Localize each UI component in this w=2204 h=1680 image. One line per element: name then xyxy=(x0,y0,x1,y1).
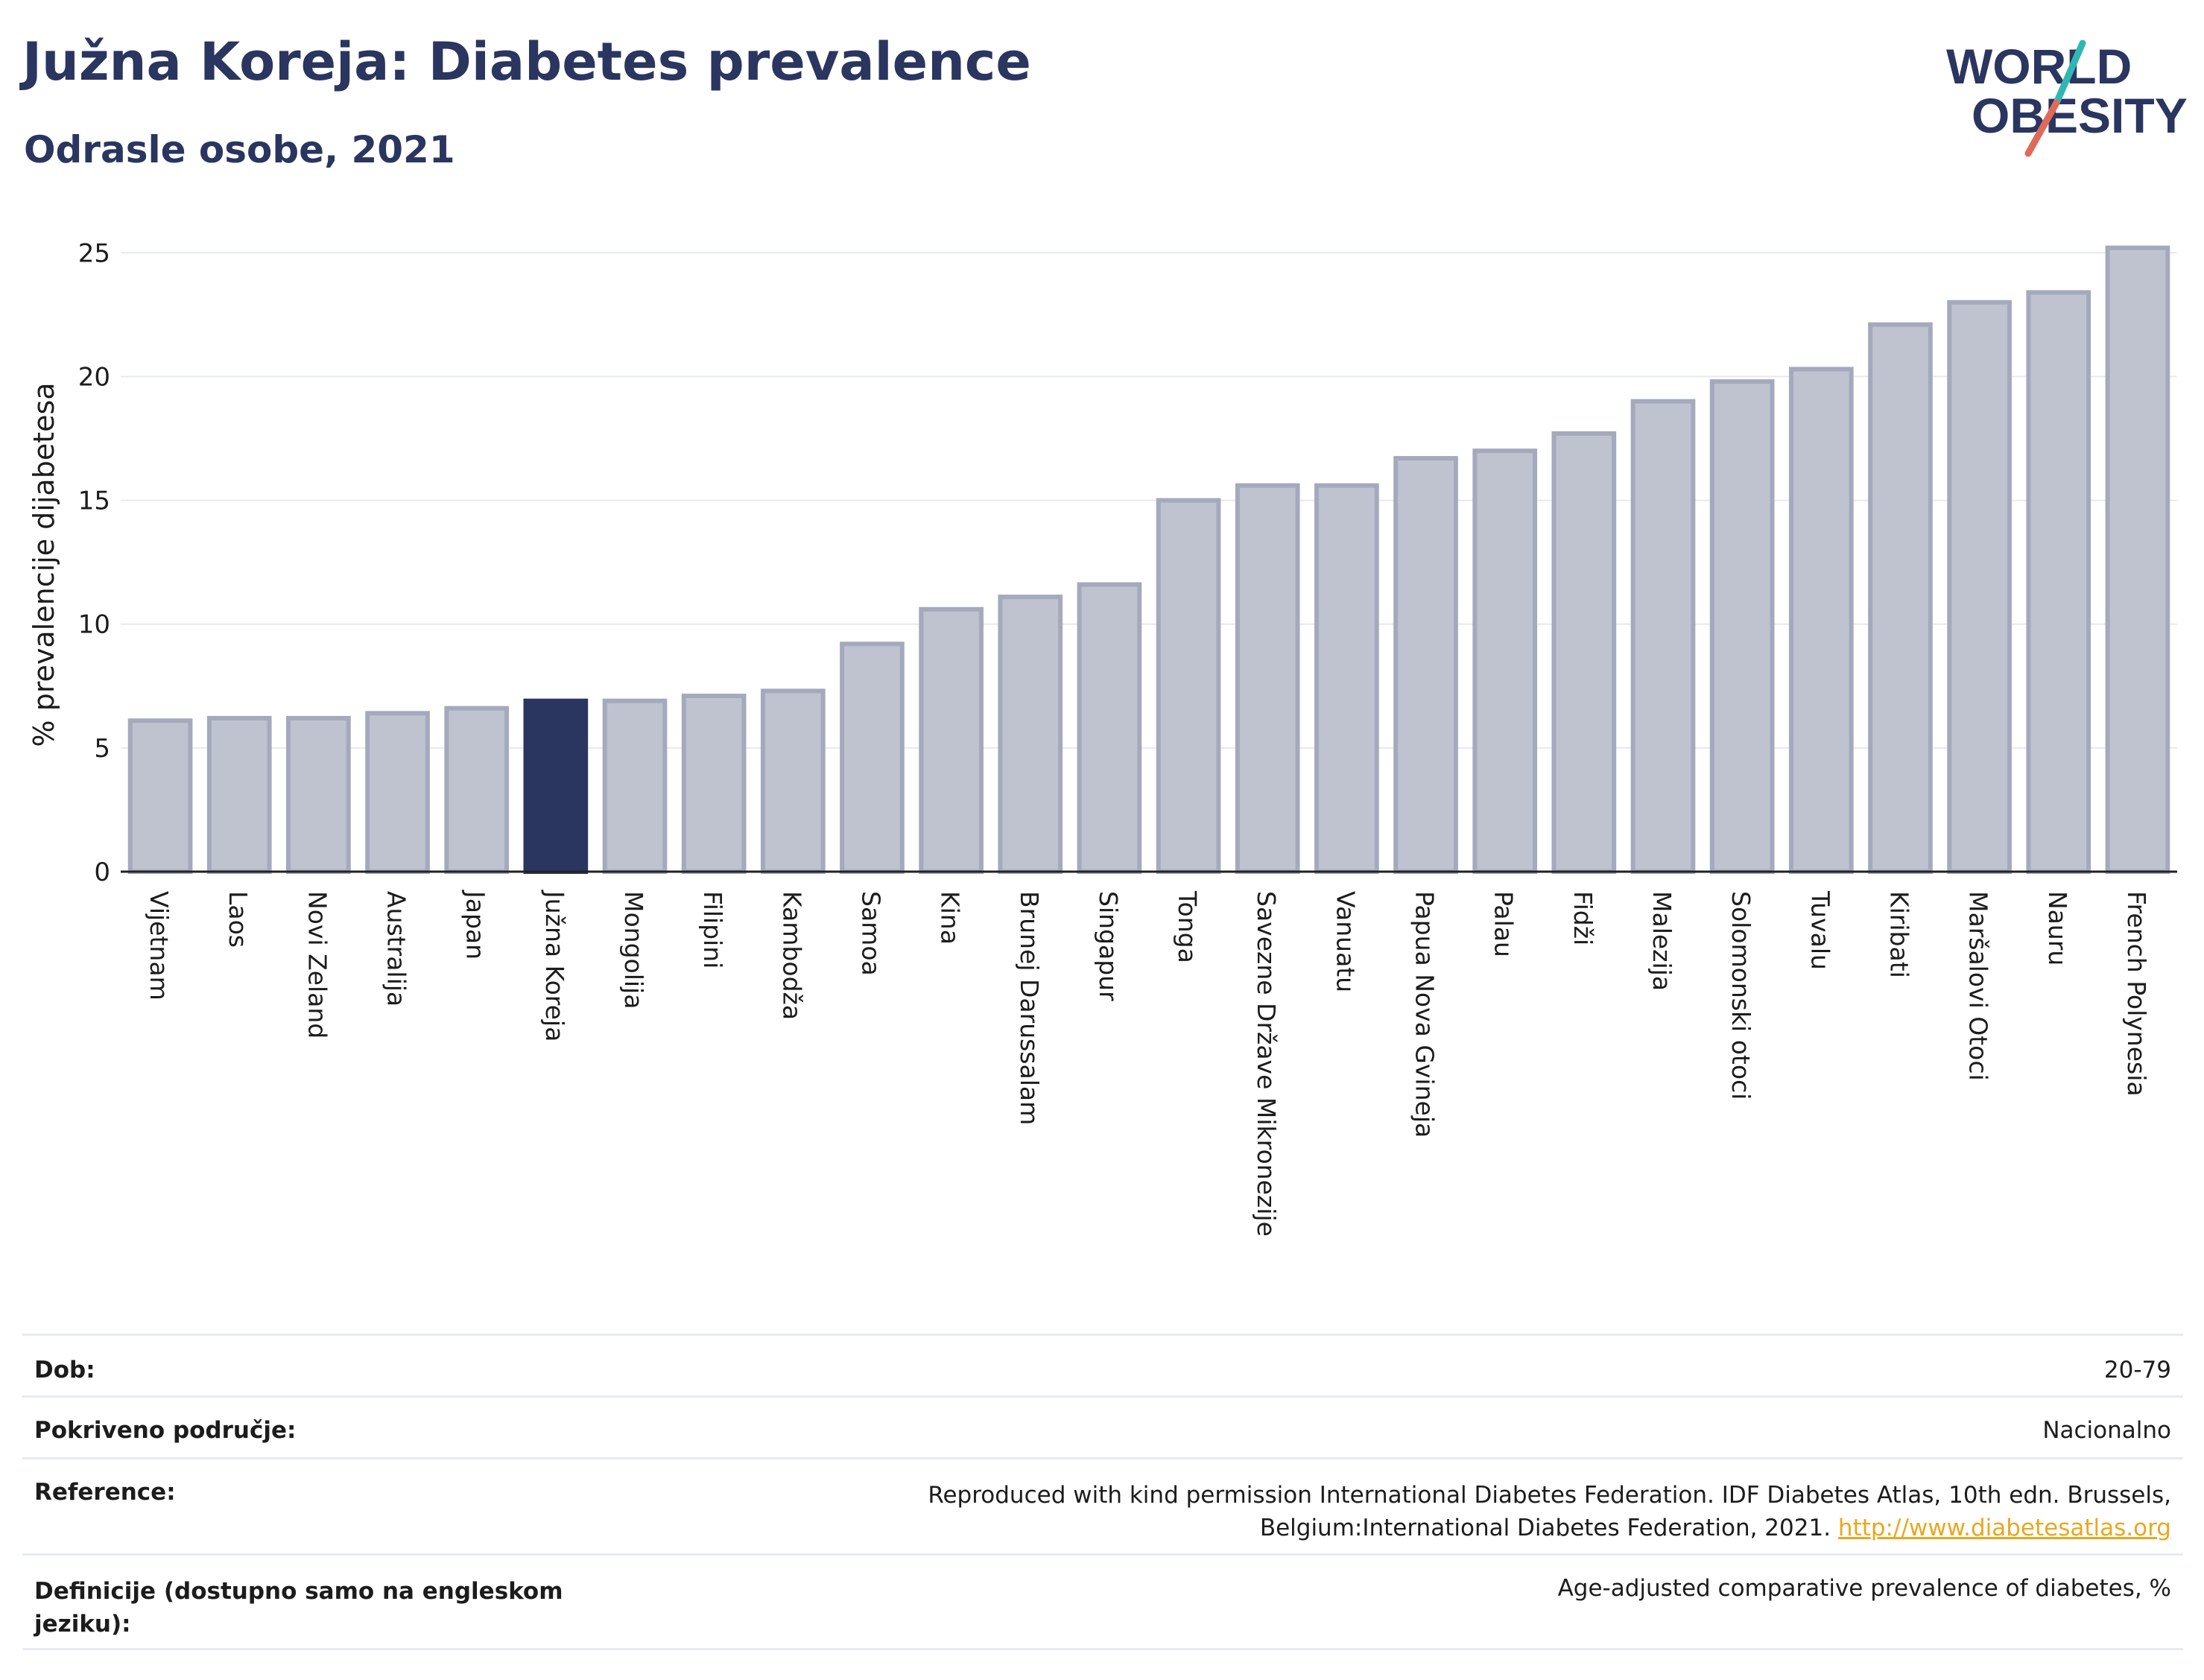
x-tick-label: Maršalovi Otoci xyxy=(1964,891,1993,1081)
x-tick-label: Tuvalu xyxy=(1805,890,1834,970)
x-tick-label: Vanuatu xyxy=(1331,891,1360,992)
bar xyxy=(602,698,668,875)
bar xyxy=(286,715,351,874)
definition-value: Age-adjusted comparative prevalence of d… xyxy=(1557,1575,2171,1602)
bar xyxy=(206,715,272,874)
bar xyxy=(444,706,510,875)
reference-link[interactable]: http://www.diabetesatlas.org xyxy=(1837,1515,2171,1541)
bar xyxy=(1156,498,1221,875)
x-tick-label: Savezne Države Mikronezije xyxy=(1252,891,1281,1237)
bar xyxy=(840,641,905,874)
info-table: Dob: 20-79 Pokriveno područje: Nacionaln… xyxy=(22,1334,2183,1650)
bar-chart: Vijetnam Laos Novi Zeland Australija Japan Ju… xyxy=(28,238,2177,1237)
x-tick-label: Papua Nova Gvineja xyxy=(1410,891,1440,1138)
x-tick-label: Malezija xyxy=(1647,891,1676,991)
x-tick-label: Laos xyxy=(224,891,253,948)
age-value: 20-79 xyxy=(2103,1357,2171,1383)
chart-title: Južna Koreja: Diabetes prevalence xyxy=(22,31,1031,92)
bar xyxy=(365,711,430,874)
bar xyxy=(1077,582,1142,875)
world-obesity-logo: WORLD OBESITY xyxy=(1946,39,2188,157)
y-tick-label: 0 xyxy=(94,858,110,887)
bar xyxy=(1472,448,1538,874)
bar xyxy=(681,694,747,874)
bar xyxy=(760,688,826,874)
x-tick-label: Kina xyxy=(936,891,965,945)
x-tick-label: Australija xyxy=(382,891,411,1007)
bar xyxy=(1947,299,2012,874)
reference-value: Reproduced with kind permission Internat… xyxy=(681,1479,2171,1544)
x-tick-label: French Polynesia xyxy=(2122,891,2151,1097)
x-tick-label: Brunej Darussalam xyxy=(1015,891,1044,1125)
x-tick-label: Singapur xyxy=(1094,891,1123,1001)
x-tick-label: Filipini xyxy=(698,891,727,969)
x-tick-label: Kambodža xyxy=(777,891,806,1020)
x-tick-label: Fidži xyxy=(1568,891,1597,945)
x-tick-label: Solomonski otoci xyxy=(1726,891,1755,1100)
x-tick-label: Mongolija xyxy=(619,891,648,1009)
info-row-definition: Definicije (dostupno samo na engleskom j… xyxy=(22,1553,2183,1650)
definition-label: Definicije (dostupno samo na engleskom j… xyxy=(34,1578,563,1638)
bar xyxy=(1314,483,1379,874)
reference-label: Reference: xyxy=(34,1479,176,1506)
bar xyxy=(127,718,193,874)
coverage-label: Pokriveno područje: xyxy=(34,1417,297,1444)
bar xyxy=(1551,431,1617,874)
bar xyxy=(1868,322,1933,874)
bar xyxy=(2026,290,2091,875)
bar xyxy=(998,595,1063,874)
y-tick-label: 25 xyxy=(78,238,110,268)
logo-line-1: WORLD xyxy=(1946,39,2132,94)
y-tick-label: 15 xyxy=(78,486,110,516)
x-tick-label: Južna Koreja xyxy=(540,890,569,1042)
logo-slash-teal xyxy=(2053,39,2086,107)
logo-slash-red xyxy=(2024,99,2060,157)
chart-subtitle: Odrasle osobe, 2021 xyxy=(24,128,455,171)
y-tick-label: 10 xyxy=(78,610,110,640)
reference-text: Reproduced with kind permission Internat… xyxy=(928,1482,2171,1541)
info-row-age: Dob: 20-79 xyxy=(22,1334,2183,1395)
x-tick-label: Novi Zeland xyxy=(303,891,332,1039)
bar xyxy=(1393,456,1458,874)
x-tick-label: Nauru xyxy=(2043,891,2072,966)
info-row-coverage: Pokriveno područje: Nacionalno xyxy=(22,1395,2183,1457)
x-tick-label: Japan xyxy=(461,890,490,960)
bar xyxy=(1709,379,1775,874)
bar xyxy=(1630,399,1696,874)
bar xyxy=(1788,367,1854,875)
y-axis-label: % prevalencije dijabetesa xyxy=(28,382,60,747)
x-tick-label: Samoa xyxy=(856,891,885,976)
coverage-value: Nacionalno xyxy=(2042,1417,2171,1444)
x-tick-label: Vijetnam xyxy=(145,891,174,1001)
bar xyxy=(2105,245,2170,874)
x-tick-label: Palau xyxy=(1489,891,1519,957)
logo-line-2: OBESITY xyxy=(1972,88,2188,143)
bar xyxy=(919,606,984,874)
info-row-reference: Reference: Reproduced with kind permissi… xyxy=(22,1457,2183,1553)
y-tick-label: 20 xyxy=(78,362,110,392)
age-label: Dob: xyxy=(34,1357,95,1383)
bar xyxy=(523,698,589,875)
x-tick-label: Kiribati xyxy=(1884,891,1913,978)
y-tick-label: 5 xyxy=(94,734,110,764)
bar xyxy=(1235,483,1300,874)
x-tick-label: Tonga xyxy=(1173,890,1202,963)
